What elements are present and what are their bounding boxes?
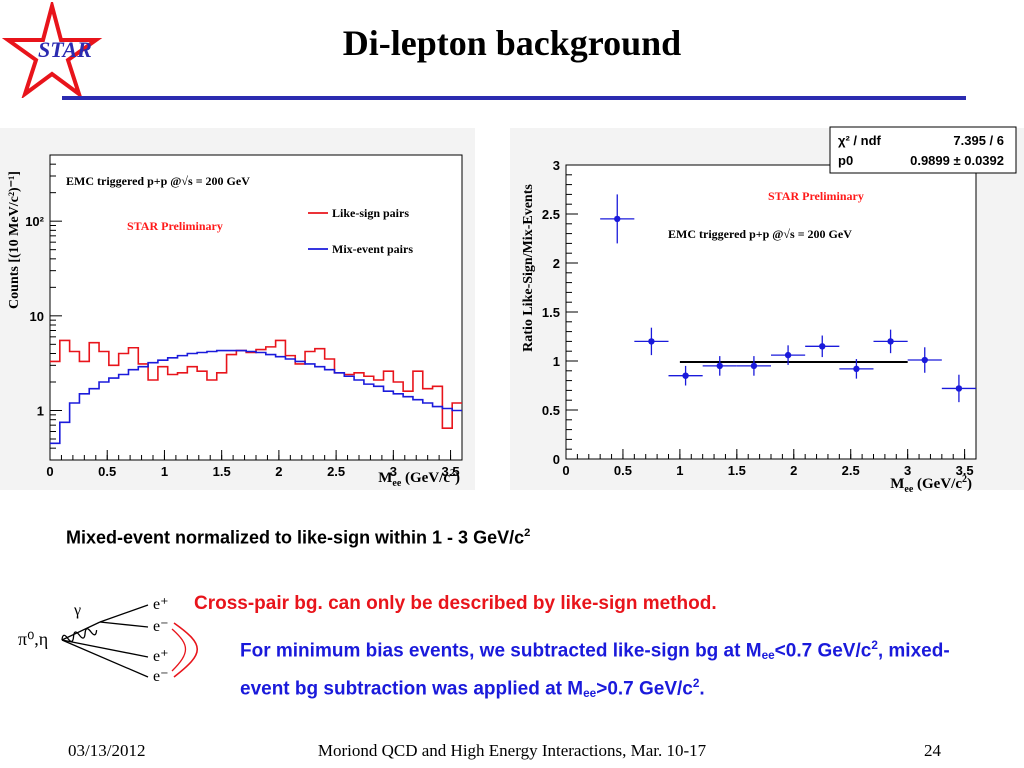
stats-chi2-label: χ² / ndf (838, 133, 882, 148)
blue-note-part1: For minimum bias events, we subtracted l… (240, 640, 762, 662)
diagram-lepton-3: e⁺ (153, 648, 169, 665)
x-axis-label-part: ) (967, 476, 972, 492)
x-tick-label: 2.5 (327, 464, 345, 479)
diagram-lepton-1: e⁺ (153, 596, 169, 613)
legend-label: Mix-event pairs (332, 242, 413, 256)
x-axis-label-part: 2 (450, 468, 455, 479)
cross-pair-bracket (173, 622, 199, 678)
y-tick-label: 2 (553, 256, 560, 271)
legend-label: Like-sign pairs (332, 206, 409, 220)
histogram-mix-event (50, 349, 462, 445)
diagram-lepton-4: e⁻ (153, 668, 169, 685)
stats-chi2-value: 7.395 / 6 (953, 133, 1004, 148)
x-tick-label: 2 (790, 463, 797, 478)
y-tick-label: 1 (553, 354, 560, 369)
data-point (614, 215, 621, 223)
data-point (853, 365, 860, 373)
blue-note-sup2: 2 (692, 677, 700, 690)
y-tick-label: 2.5 (542, 207, 560, 222)
x-axis-label-part: ee (392, 478, 401, 489)
right-chart-annotation: EMC triggered p+p @√s = 200 GeV (668, 227, 852, 241)
x-tick-label: 2 (275, 464, 282, 479)
x-tick-label: 1 (161, 464, 168, 479)
blue-note-sub1: ee (761, 649, 775, 662)
x-tick-label: 3 (390, 464, 397, 479)
diagram-gamma-label: γ (73, 602, 81, 619)
y-tick-label: 10 (30, 309, 44, 324)
x-axis-label-part: ee (904, 484, 913, 495)
fit-stats-box (829, 126, 1017, 174)
logo-text: STAR (38, 37, 92, 62)
caption-sup: 2 (524, 527, 531, 539)
caption-text: Mixed-event normalized to like-sign with… (66, 527, 525, 548)
y-axis-label: Counts [(10 MeV/c²)⁻¹] (7, 171, 22, 309)
y-tick-label: 0.5 (542, 403, 560, 418)
data-point (682, 372, 689, 379)
right-chart-preliminary: STAR Preliminary (768, 189, 864, 203)
decay-diagram: π⁰,η γ e⁺ e⁻ e⁺ e⁻ (18, 596, 199, 685)
blue-note-sup1: 2 (871, 639, 878, 652)
x-tick-label: 1.5 (213, 464, 231, 479)
diagram-lepton-2: e⁻ (153, 618, 169, 635)
data-point (716, 362, 723, 370)
blue-note-part3: , mixed-event bg subtraction was applied… (240, 640, 950, 700)
data-point (819, 343, 826, 350)
x-tick-label: 3.5 (442, 464, 460, 479)
x-axis-label-part: ) (455, 470, 460, 486)
stats-p0-value: 0.9899 ± 0.0392 (910, 153, 1004, 168)
x-tick-label: 0 (562, 463, 569, 478)
blue-note-part2: <0.7 GeV/c (774, 640, 872, 662)
x-axis-label-part: M (890, 476, 904, 492)
y-tick-label: 1 (37, 404, 44, 419)
blue-note-sub2: ee (583, 687, 597, 700)
x-tick-label: 1 (676, 463, 683, 478)
x-tick-label: 3.5 (956, 463, 974, 478)
y-axis-label: Ratio Like-Sign/Mix-Events (521, 184, 536, 352)
y-tick-label: 1.5 (542, 305, 560, 320)
cross-pair-bracket-inner (171, 628, 187, 672)
blue-note-part5: . (699, 678, 705, 700)
x-axis-label-part: M (378, 470, 392, 486)
stats-p0-label: p0 (838, 153, 853, 168)
right-plot-frame (565, 164, 977, 460)
left-chart-annotation: EMC triggered p+p @√s = 200 GeV (66, 174, 250, 188)
footer-date: 03/13/2012 (68, 741, 146, 760)
diagram-source-label: π⁰,η (18, 629, 48, 649)
x-axis-label-part: (GeV/c (913, 476, 962, 492)
page-title: Di-lepton background (342, 23, 682, 63)
x-axis-label: Mee (GeV/c2) (378, 468, 460, 489)
data-point (648, 338, 655, 345)
x-tick-label: 0.5 (98, 464, 116, 479)
left-chart-preliminary: STAR Preliminary (127, 219, 223, 233)
x-axis-label-part: 2 (962, 474, 967, 485)
data-point (750, 362, 758, 370)
left-plot-frame (49, 154, 463, 461)
x-axis-label-part: (GeV/c (401, 470, 450, 486)
title-divider (62, 96, 966, 100)
x-tick-label: 2.5 (842, 463, 860, 478)
x-tick-label: 0 (46, 464, 53, 479)
footer-conference: Moriond QCD and High Energy Interactions… (317, 741, 707, 760)
data-point (887, 338, 894, 345)
blue-note: For minimum bias events, we subtracted l… (240, 632, 980, 708)
x-axis-label: Mee (GeV/c2) (890, 474, 972, 495)
caption: Mixed-event normalized to like-sign with… (66, 527, 530, 548)
page-number: 24 (924, 741, 941, 760)
x-tick-label: 1.5 (728, 463, 746, 478)
red-note: Cross-pair bg. can only be described by … (194, 593, 717, 614)
blue-note-part4: >0.7 GeV/c (596, 678, 693, 700)
y-tick-label: 3 (553, 158, 560, 173)
x-tick-label: 0.5 (614, 463, 632, 478)
y-tick-label: 10² (25, 214, 44, 229)
y-tick-label: 0 (553, 452, 560, 467)
x-tick-label: 3 (904, 463, 911, 478)
data-point (784, 351, 792, 359)
data-point (955, 385, 963, 392)
data-point (921, 356, 928, 364)
star-logo: STAR (2, 2, 103, 98)
